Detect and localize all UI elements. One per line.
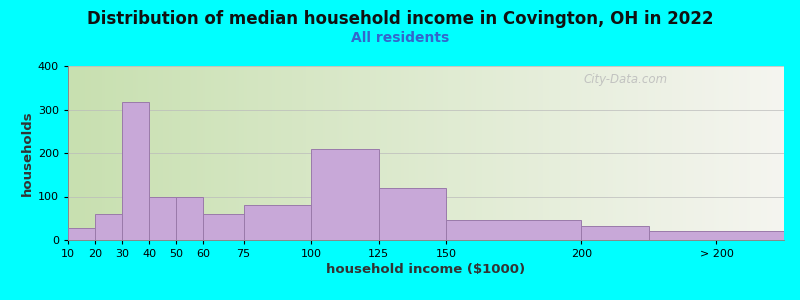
Y-axis label: households: households (21, 110, 34, 196)
Bar (122, 102, 149, 240)
Bar (68, 228, 95, 240)
Bar (244, 205, 311, 240)
Text: Distribution of median household income in Covington, OH in 2022: Distribution of median household income … (86, 11, 714, 28)
Bar (149, 196, 176, 240)
Bar (95, 214, 122, 240)
Text: All residents: All residents (351, 32, 449, 46)
Text: City-Data.com: City-Data.com (583, 73, 668, 86)
Bar (378, 188, 446, 240)
Bar (446, 220, 582, 240)
Bar (582, 226, 649, 240)
X-axis label: household income ($1000): household income ($1000) (326, 263, 526, 276)
Bar (311, 148, 378, 240)
Bar (176, 196, 203, 240)
Bar (649, 231, 784, 240)
Bar (203, 214, 244, 240)
